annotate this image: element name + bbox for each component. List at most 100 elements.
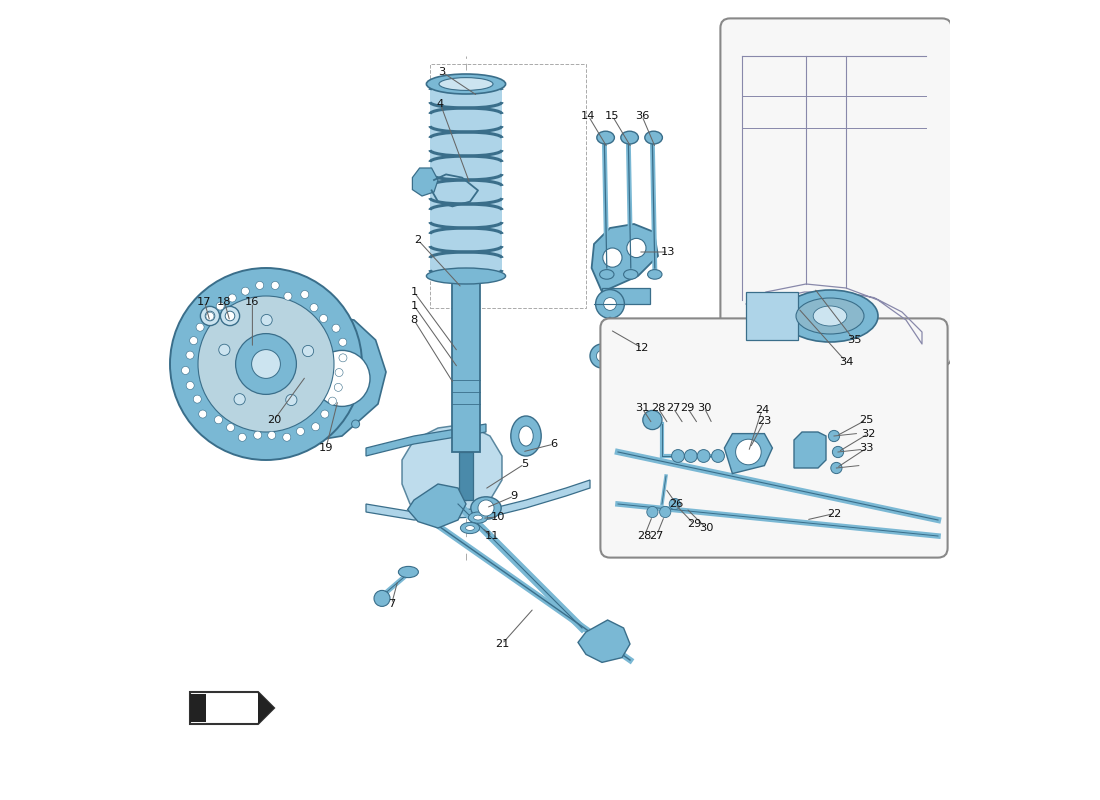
Circle shape bbox=[697, 450, 710, 462]
Text: 16: 16 bbox=[245, 298, 260, 307]
Circle shape bbox=[310, 303, 318, 311]
Circle shape bbox=[332, 324, 340, 332]
Text: 28: 28 bbox=[651, 403, 666, 413]
Circle shape bbox=[712, 450, 725, 462]
Circle shape bbox=[606, 344, 630, 368]
Circle shape bbox=[214, 416, 222, 424]
Circle shape bbox=[226, 311, 234, 321]
Circle shape bbox=[239, 434, 246, 442]
Bar bbox=[190, 694, 206, 722]
Circle shape bbox=[329, 397, 337, 405]
Circle shape bbox=[334, 383, 342, 391]
Polygon shape bbox=[412, 168, 438, 196]
Ellipse shape bbox=[597, 131, 615, 144]
Circle shape bbox=[170, 268, 362, 460]
Text: 5: 5 bbox=[520, 459, 528, 469]
Circle shape bbox=[302, 346, 313, 357]
Circle shape bbox=[672, 450, 684, 462]
Text: 30: 30 bbox=[698, 523, 713, 533]
Text: 21: 21 bbox=[495, 639, 509, 649]
Polygon shape bbox=[725, 434, 772, 474]
Circle shape bbox=[604, 298, 616, 310]
Circle shape bbox=[830, 462, 842, 474]
Text: 27: 27 bbox=[666, 403, 681, 413]
Circle shape bbox=[300, 290, 309, 298]
Circle shape bbox=[255, 282, 264, 290]
Ellipse shape bbox=[461, 522, 480, 534]
Circle shape bbox=[219, 344, 230, 355]
Circle shape bbox=[321, 410, 329, 418]
Circle shape bbox=[267, 431, 276, 439]
Text: 19: 19 bbox=[319, 443, 333, 453]
Text: 12: 12 bbox=[635, 343, 649, 353]
Circle shape bbox=[339, 354, 346, 362]
Polygon shape bbox=[190, 692, 274, 724]
Text: 18: 18 bbox=[217, 297, 232, 306]
Ellipse shape bbox=[782, 290, 878, 342]
Polygon shape bbox=[794, 432, 826, 468]
Text: 22: 22 bbox=[827, 509, 842, 518]
Circle shape bbox=[284, 292, 292, 300]
Circle shape bbox=[603, 248, 622, 267]
Text: 1: 1 bbox=[410, 301, 418, 310]
Text: 20: 20 bbox=[267, 415, 282, 425]
Circle shape bbox=[647, 506, 658, 518]
Text: 8: 8 bbox=[410, 315, 418, 325]
Text: 34: 34 bbox=[839, 357, 854, 366]
Circle shape bbox=[336, 369, 343, 377]
Ellipse shape bbox=[510, 416, 541, 456]
Text: 35: 35 bbox=[847, 335, 861, 345]
Circle shape bbox=[311, 422, 320, 430]
Text: 17: 17 bbox=[197, 297, 211, 306]
Polygon shape bbox=[592, 224, 658, 292]
Bar bbox=[452, 276, 480, 452]
Text: 32: 32 bbox=[861, 429, 876, 438]
Circle shape bbox=[194, 395, 201, 403]
Bar bbox=[602, 288, 650, 304]
Circle shape bbox=[198, 296, 334, 432]
Circle shape bbox=[736, 439, 761, 465]
Ellipse shape bbox=[624, 270, 638, 279]
Ellipse shape bbox=[427, 74, 506, 94]
Circle shape bbox=[286, 394, 297, 406]
Polygon shape bbox=[408, 484, 466, 528]
Circle shape bbox=[261, 314, 272, 326]
Circle shape bbox=[352, 420, 360, 428]
Circle shape bbox=[660, 506, 671, 518]
Circle shape bbox=[252, 350, 280, 378]
Text: 29: 29 bbox=[686, 519, 701, 529]
Circle shape bbox=[319, 314, 328, 322]
Text: 2: 2 bbox=[415, 235, 421, 245]
Circle shape bbox=[182, 366, 189, 374]
Text: 23: 23 bbox=[757, 416, 771, 426]
Circle shape bbox=[669, 498, 681, 510]
Circle shape bbox=[196, 323, 205, 331]
Text: 15: 15 bbox=[605, 111, 619, 121]
Text: 4: 4 bbox=[437, 99, 444, 109]
FancyBboxPatch shape bbox=[601, 318, 947, 558]
Circle shape bbox=[229, 294, 236, 302]
Circle shape bbox=[613, 350, 624, 362]
Circle shape bbox=[595, 290, 625, 318]
Circle shape bbox=[833, 446, 844, 458]
Text: 13: 13 bbox=[661, 247, 675, 257]
Polygon shape bbox=[366, 424, 486, 456]
Text: 26: 26 bbox=[669, 499, 683, 509]
Ellipse shape bbox=[813, 306, 847, 326]
Text: 3: 3 bbox=[439, 67, 446, 77]
Circle shape bbox=[374, 590, 390, 606]
Circle shape bbox=[627, 238, 646, 258]
Circle shape bbox=[254, 431, 262, 439]
FancyBboxPatch shape bbox=[720, 18, 952, 366]
Circle shape bbox=[283, 434, 290, 442]
Text: 14: 14 bbox=[581, 111, 595, 121]
Polygon shape bbox=[366, 480, 590, 520]
Circle shape bbox=[189, 337, 198, 345]
Circle shape bbox=[241, 287, 250, 295]
Circle shape bbox=[234, 394, 245, 405]
Circle shape bbox=[200, 306, 220, 326]
Text: 27: 27 bbox=[649, 531, 663, 541]
Bar bbox=[459, 452, 473, 500]
Circle shape bbox=[684, 450, 697, 462]
Ellipse shape bbox=[648, 270, 662, 279]
